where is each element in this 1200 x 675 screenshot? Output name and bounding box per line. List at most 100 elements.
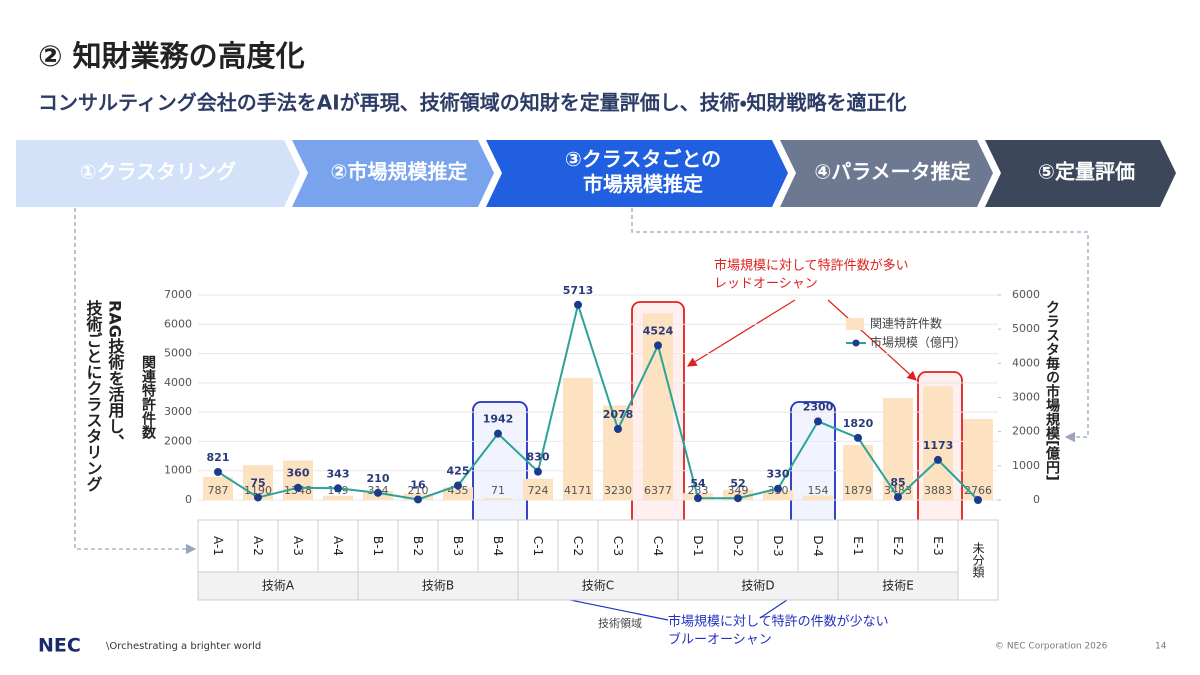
line-marker <box>974 496 982 504</box>
line-value-label: 16 <box>410 478 426 491</box>
x-tick-label: B-1 <box>371 536 385 556</box>
bar-value-label: 3883 <box>924 484 952 497</box>
category-cell <box>677 519 719 573</box>
line-marker <box>854 433 862 442</box>
line-marker <box>494 429 502 438</box>
bar-value-label: 71 <box>491 484 505 497</box>
bar-value-label: 6377 <box>644 484 672 497</box>
step-label: 市場規模推定 <box>583 172 703 196</box>
group-label: 技術A <box>262 578 295 593</box>
legend-swatch <box>846 318 864 330</box>
category-cell <box>477 519 519 573</box>
connector <box>74 208 197 555</box>
line-value-label: 330 <box>767 468 790 481</box>
bar-value-label: 154 <box>808 484 829 497</box>
step-chevron <box>16 140 300 207</box>
group-cell <box>197 571 359 601</box>
y2-tick-label: 3000 <box>1012 391 1040 404</box>
x-tick-label: A-2 <box>251 536 265 556</box>
line-marker <box>614 425 622 434</box>
line-marker <box>654 341 662 350</box>
x-tick-label: D-1 <box>691 535 705 556</box>
x-tick-label: A-1 <box>211 536 225 556</box>
bar <box>323 495 353 500</box>
page-number: 14 <box>1155 642 1167 652</box>
x-axis-title: 技術領域 <box>598 616 642 630</box>
line-marker <box>254 493 262 502</box>
y-tick-label: 1000 <box>164 464 192 477</box>
bar <box>963 418 993 500</box>
line-marker <box>334 484 342 493</box>
annotation-blue: ブルーオーシャン <box>668 632 772 648</box>
bar <box>203 476 233 500</box>
x-tick-label: C-1 <box>531 536 545 556</box>
y-tick-label: 0 <box>185 493 192 506</box>
line-marker <box>534 467 542 476</box>
group-label: 技術C <box>582 578 614 593</box>
bar-value-label: 3230 <box>604 484 632 497</box>
step-chevron <box>985 140 1176 207</box>
line-marker <box>694 494 702 503</box>
x-tick-label: B-2 <box>411 536 425 556</box>
line-value-label: 210 <box>367 472 390 485</box>
connector <box>631 208 1089 443</box>
side-note: RAG技術を活用し、 <box>106 300 126 450</box>
x-tick-label: E-2 <box>891 536 905 556</box>
y2-axis-title: クラスタ毎の市場規模[億円] <box>1044 300 1061 481</box>
line-value-label: 1942 <box>483 413 514 426</box>
x-tick-label: B-3 <box>451 536 465 556</box>
line-marker <box>814 417 822 426</box>
x-tick-label: E-1 <box>851 536 865 556</box>
bar-value-label: 4171 <box>564 484 592 497</box>
x-tick-label: A-4 <box>331 536 345 556</box>
bar <box>483 497 513 500</box>
x-tick-label: C-2 <box>571 536 585 556</box>
tagline: \Orchestrating a brighter world <box>106 641 261 652</box>
line-value-label: 343 <box>327 467 350 480</box>
line-value-label: 2300 <box>803 400 834 413</box>
bar <box>803 495 833 500</box>
step-label: ①クラスタリング <box>80 160 237 184</box>
x-tick-label: D-4 <box>811 535 825 556</box>
line-value-label: 1820 <box>843 417 874 430</box>
bar-value-label: 210 <box>408 484 429 497</box>
category-cell <box>317 519 359 573</box>
group-label: 技術D <box>741 578 774 593</box>
group-cell <box>677 571 839 601</box>
bar-value-label: 1879 <box>844 484 872 497</box>
x-tick-label: E-3 <box>931 536 945 556</box>
group-label: 技術B <box>422 578 454 593</box>
line-marker <box>734 494 742 503</box>
category-cell <box>437 519 479 573</box>
x-tick-label: A-3 <box>291 536 305 556</box>
y-tick-label: 3000 <box>164 405 192 418</box>
x-tick-label: 未分類 <box>971 542 985 579</box>
y2-tick-label: 4000 <box>1012 356 1040 369</box>
side-note: 技術ごとにクラスタリング <box>84 299 104 492</box>
bar <box>523 478 553 500</box>
arrow <box>686 299 796 367</box>
group-cell <box>357 571 519 601</box>
category-cell <box>917 519 959 573</box>
annotation-blue: 市場規模に対して特許の件数が少ない <box>668 615 889 630</box>
line-value-label: 821 <box>207 451 230 464</box>
step-label: ⑤定量評価 <box>1038 160 1135 184</box>
bar-value-label: 349 <box>728 484 749 497</box>
x-tick-label: C-3 <box>611 536 625 556</box>
y2-tick-label: 6000 <box>1012 288 1040 301</box>
line <box>217 301 979 501</box>
category-cell <box>717 519 759 573</box>
bar <box>563 377 593 500</box>
line-marker <box>374 488 382 497</box>
x-tick-label: B-4 <box>491 536 505 556</box>
bar <box>603 405 633 500</box>
line-marker <box>894 493 902 502</box>
line-value-label: 2078 <box>603 408 634 421</box>
bar-value-label: 787 <box>208 484 229 497</box>
x-tick-label: D-3 <box>771 535 785 556</box>
y2-tick-label: 5000 <box>1012 322 1040 335</box>
legend-label: 市場規模（億円） <box>870 335 966 350</box>
annotation-red: レッドオーシャン <box>714 277 818 292</box>
group-cell <box>517 571 679 601</box>
